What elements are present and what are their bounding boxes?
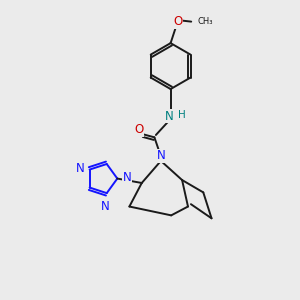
Text: CH₃: CH₃ (197, 17, 213, 26)
Text: O: O (134, 124, 143, 136)
Text: N: N (157, 149, 165, 162)
Text: N: N (123, 171, 131, 184)
Text: O: O (173, 15, 183, 28)
Text: N: N (76, 162, 84, 175)
Text: H: H (178, 110, 186, 120)
Text: N: N (165, 110, 173, 123)
Text: N: N (101, 200, 110, 213)
